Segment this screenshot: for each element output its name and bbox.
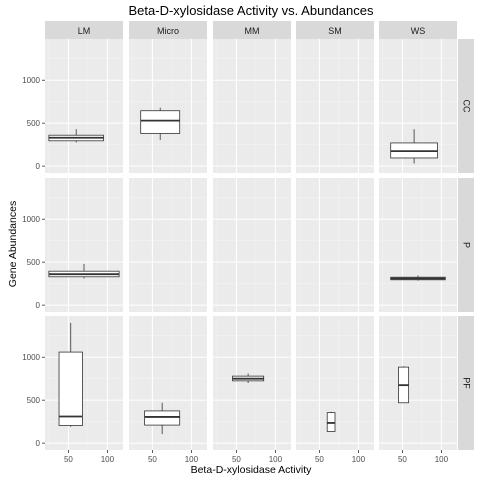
y-tick-label: 0 (36, 162, 41, 171)
facet-panel-lm-p (45, 178, 123, 312)
x-tick-label: 50 (64, 455, 73, 464)
panel-background (213, 178, 291, 312)
facet-panels: LM Micro MM SM WS CC P PF 0 500 1000 0 500 1000 0 500 10… (22, 21, 474, 464)
boxplot-ws-pf (399, 366, 409, 403)
col-strip-label: LM (78, 26, 91, 36)
facet-panel-micro-cc (129, 39, 207, 173)
y-tick-label: 500 (27, 396, 41, 405)
col-strip-label: Micro (157, 26, 179, 36)
facet-panel-mm-cc (213, 39, 291, 173)
facet-panel-mm-pf (213, 316, 291, 450)
y-tick-label: 1000 (22, 215, 40, 224)
panel-background (129, 178, 207, 312)
panel-background (213, 39, 291, 173)
y-tick-label: 500 (27, 258, 41, 267)
box-iqr (141, 111, 180, 134)
chart-title: Beta-D-xylosidase Activity vs. Abundance… (129, 3, 374, 18)
facet-panel-lm-pf (45, 316, 123, 450)
box-iqr (59, 352, 82, 425)
y-tick-label: 1000 (22, 76, 40, 85)
panel-background (45, 39, 123, 173)
col-strip-label: SM (328, 26, 342, 36)
y-tick-label: 0 (36, 439, 41, 448)
facet-panel-sm-cc (296, 39, 374, 173)
x-tick-label: 100 (185, 455, 199, 464)
x-tick-label: 50 (148, 455, 157, 464)
x-tick-label: 100 (435, 455, 449, 464)
row-strip-label: CC (462, 100, 472, 113)
panel-background (45, 178, 123, 312)
facet-panel-micro-p (129, 178, 207, 312)
boxplot-sm-pf (327, 412, 335, 432)
facet-panel-lm-cc (45, 39, 123, 173)
panel-background (129, 316, 207, 450)
y-tick-label: 0 (36, 301, 41, 310)
panel-background (213, 316, 291, 450)
panel-background (45, 316, 123, 450)
col-strip-label: MM (245, 26, 260, 36)
panel-background (129, 39, 207, 173)
box-iqr (145, 411, 180, 425)
facet-panel-micro-pf (129, 316, 207, 450)
panel-background (379, 316, 457, 450)
x-tick-label: 100 (101, 455, 115, 464)
col-strip-label: WS (411, 26, 426, 36)
row-strip-label: P (462, 242, 472, 248)
facet-panel-mm-p (213, 178, 291, 312)
row-strip-label: PF (462, 377, 472, 389)
x-tick-label: 50 (315, 455, 324, 464)
facet-panel-ws-pf (379, 316, 457, 450)
facet-panel-ws-p (379, 178, 457, 312)
x-tick-label: 100 (352, 455, 366, 464)
x-axis-title: Beta-D-xylosidase Activity (191, 464, 313, 476)
panel-background (296, 178, 374, 312)
x-tick-label: 50 (232, 455, 241, 464)
panel-background (379, 178, 457, 312)
y-tick-label: 1000 (22, 353, 40, 362)
y-tick-label: 500 (27, 119, 41, 128)
panel-background (296, 39, 374, 173)
x-tick-label: 100 (269, 455, 283, 464)
y-axis-title: Gene Abundances (7, 201, 19, 287)
x-tick-label: 50 (398, 455, 407, 464)
facet-panel-sm-p (296, 178, 374, 312)
